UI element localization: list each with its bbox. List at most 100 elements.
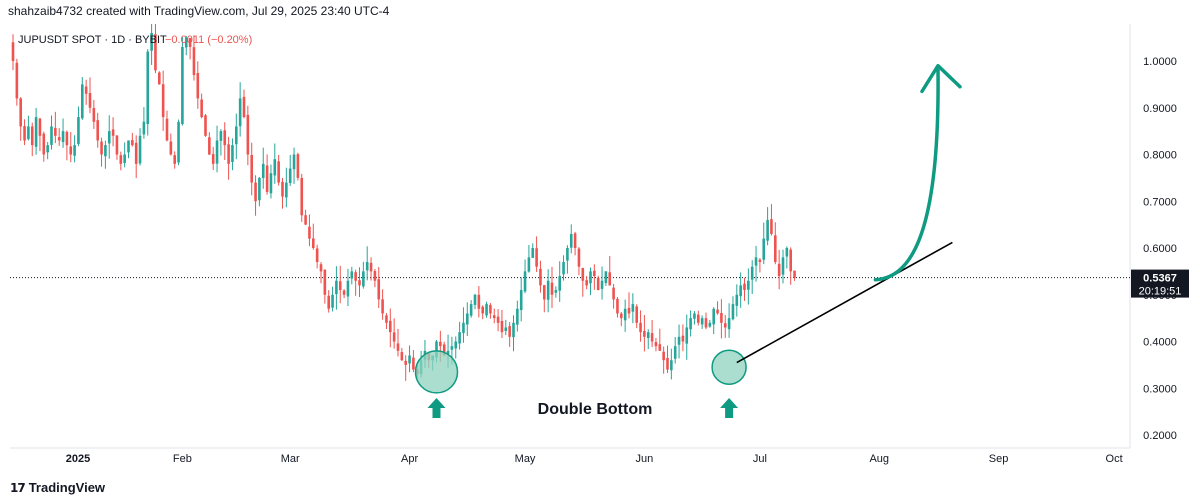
candle-body bbox=[288, 168, 292, 184]
candle-body bbox=[354, 272, 357, 281]
candle-body bbox=[446, 350, 450, 354]
candle-body bbox=[708, 322, 712, 327]
x-tick-label: May bbox=[515, 453, 536, 465]
candle-body bbox=[200, 99, 203, 118]
candle-body bbox=[238, 98, 242, 127]
candle-body bbox=[219, 131, 223, 141]
candle-body bbox=[496, 316, 500, 323]
candle-body bbox=[65, 131, 69, 146]
candle-body bbox=[100, 141, 103, 155]
candle-body bbox=[558, 276, 561, 291]
y-tick-label: 0.8000 bbox=[1143, 150, 1177, 162]
candle-body bbox=[292, 154, 296, 170]
candle-body bbox=[69, 146, 73, 155]
x-tick-label: Feb bbox=[173, 453, 192, 465]
candle-body bbox=[161, 84, 165, 118]
last-price-tag: 0.5367 20:19:51 bbox=[1131, 269, 1189, 298]
candle-body bbox=[704, 318, 708, 328]
candle-body bbox=[19, 98, 22, 127]
candle-body bbox=[473, 294, 477, 305]
symbol-change: −0.0011 (−0.20%) bbox=[165, 34, 252, 46]
candle-body bbox=[697, 314, 700, 323]
candle-body bbox=[192, 47, 196, 76]
candle-body bbox=[107, 131, 111, 144]
first-bottom-circle bbox=[414, 350, 459, 394]
candle-body bbox=[23, 126, 26, 141]
last-price-label: 0.5367 bbox=[1143, 273, 1177, 285]
candle-body bbox=[531, 248, 535, 258]
y-tick-label: 0.3000 bbox=[1143, 383, 1177, 395]
candle-body bbox=[96, 120, 99, 141]
candle-body bbox=[539, 268, 542, 286]
candle-body bbox=[38, 118, 42, 136]
candle-body bbox=[261, 163, 265, 179]
candle-body bbox=[658, 344, 662, 351]
candle-body bbox=[731, 304, 735, 320]
candle-body bbox=[323, 269, 327, 295]
candle-body bbox=[750, 266, 754, 280]
x-tick-label: Sep bbox=[989, 453, 1009, 465]
projection-arrow-head-icon bbox=[920, 63, 962, 94]
candle-body bbox=[350, 271, 354, 279]
candle-body bbox=[119, 155, 123, 164]
candle-body bbox=[789, 249, 792, 272]
candle-body bbox=[396, 343, 400, 351]
pattern-label: Double Bottom bbox=[538, 401, 653, 418]
candle-body bbox=[227, 144, 230, 164]
tradingview-brand: TradingView bbox=[28, 480, 106, 495]
candle-body bbox=[42, 133, 46, 155]
y-tick-label: 0.4000 bbox=[1143, 337, 1177, 349]
y-tick-label: 0.2000 bbox=[1143, 430, 1177, 442]
candle-body bbox=[373, 271, 377, 281]
candle-body bbox=[150, 32, 153, 51]
candle-body bbox=[111, 129, 115, 136]
annotation-layer: Double Bottom bbox=[414, 63, 962, 418]
x-tick-label: Apr bbox=[401, 453, 418, 465]
candle-body bbox=[188, 38, 192, 47]
candle-body bbox=[365, 262, 369, 271]
x-tick-label: Jun bbox=[636, 453, 654, 465]
y-tick-label: 0.9000 bbox=[1143, 103, 1177, 115]
candle-body bbox=[173, 155, 176, 164]
symbol-legend[interactable]: JUPUSDT SPOT · 1D · BYBIT −0.0011 (−0.20… bbox=[18, 34, 252, 46]
candle-body bbox=[196, 73, 200, 99]
tradingview-footer[interactable]: 17 TradingView bbox=[10, 480, 105, 495]
candle-body bbox=[535, 248, 538, 267]
candle-body bbox=[681, 335, 685, 342]
candle-body bbox=[204, 115, 207, 136]
candle-body bbox=[620, 313, 623, 319]
candle-body bbox=[770, 219, 773, 234]
candle-body bbox=[604, 271, 608, 284]
candle-body bbox=[516, 308, 519, 325]
candle-body bbox=[700, 318, 704, 325]
x-tick-label: Aug bbox=[869, 453, 889, 465]
candlestick-series bbox=[11, 24, 796, 381]
candle-body bbox=[115, 135, 119, 155]
candle-body bbox=[758, 259, 762, 263]
candle-body bbox=[581, 267, 585, 281]
candle-body bbox=[154, 34, 157, 71]
candle-body bbox=[550, 282, 554, 295]
candle-body bbox=[215, 140, 219, 164]
y-tick-label: 1.0000 bbox=[1143, 56, 1177, 68]
candle-body bbox=[338, 281, 342, 291]
candle-body bbox=[454, 341, 458, 349]
candle-body bbox=[435, 341, 438, 358]
candle-body bbox=[673, 346, 677, 359]
candle-body bbox=[643, 330, 646, 337]
candle-body bbox=[631, 304, 635, 312]
candle-body bbox=[235, 126, 238, 145]
candle-body bbox=[362, 271, 365, 287]
candle-body bbox=[608, 272, 612, 286]
candle-body bbox=[335, 280, 338, 295]
candle-body bbox=[639, 322, 642, 333]
y-tick-label: 0.6000 bbox=[1143, 243, 1177, 255]
candle-body bbox=[593, 270, 596, 277]
candle-body bbox=[46, 145, 49, 153]
candle-body bbox=[254, 182, 257, 202]
candle-body bbox=[481, 306, 484, 314]
x-axis-ticks: 2025 Feb Mar Apr May Jun Jul Aug Sep Oct bbox=[66, 453, 1123, 465]
candle-body bbox=[277, 161, 280, 183]
candle-body bbox=[666, 357, 669, 370]
